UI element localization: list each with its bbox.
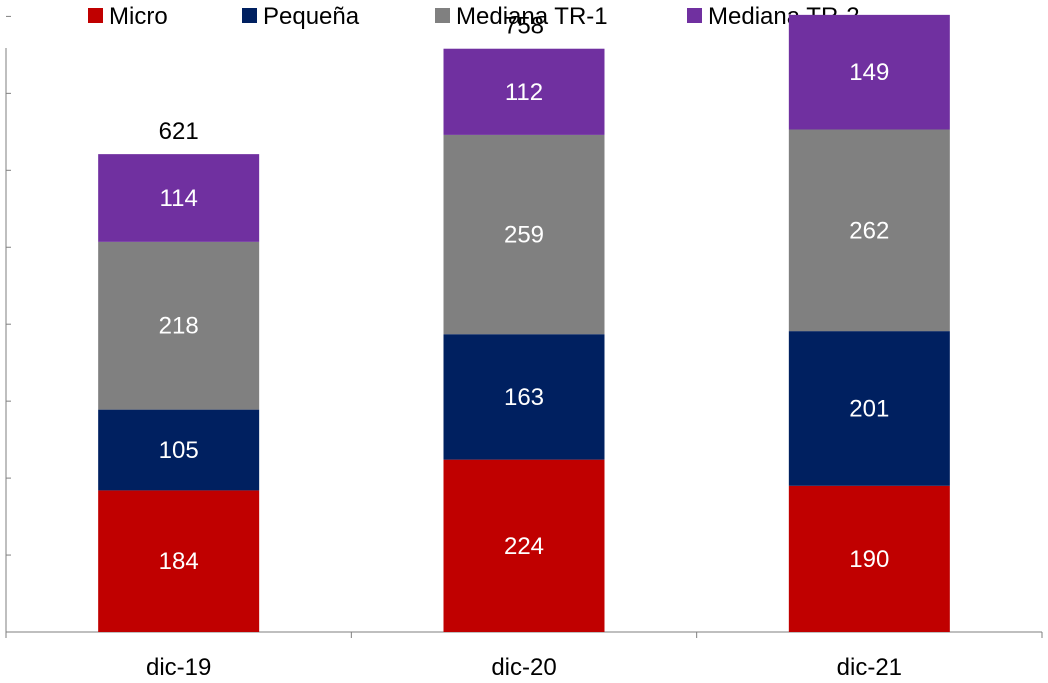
legend-item-pequena: Pequeña (242, 3, 360, 30)
bar-segment-micro-dic-20 (443, 459, 605, 632)
legend-item-mediana-tr-1: Mediana TR-1 (435, 3, 608, 30)
chart-bars (98, 14, 950, 632)
data-label-pequena-dic-21: 201 (849, 395, 889, 422)
x-tick-label-dic-19: dic-19 (146, 654, 211, 681)
legend-label-micro: Micro (109, 3, 168, 30)
bar-segment-mediana-tr-2-dic-21 (788, 14, 950, 130)
bar-segment-pequena-dic-20 (443, 334, 605, 460)
bar-segment-micro-dic-19 (98, 490, 260, 632)
bar-segment-micro-dic-21 (788, 485, 950, 632)
data-label-micro-dic-21: 190 (849, 546, 889, 573)
legend-swatch-pequena (242, 8, 257, 23)
legend-swatch-mediana-tr-1 (435, 8, 450, 23)
legend-label-mediana-tr-1: Mediana TR-1 (456, 3, 608, 30)
bar-segment-pequena-dic-19 (98, 409, 260, 491)
data-label-mediana-tr-2-dic-21: 149 (849, 59, 889, 86)
bar-segment-mediana-tr-2-dic-19 (98, 154, 260, 242)
bar-segment-pequena-dic-21 (788, 331, 950, 486)
data-label-mediana-tr-1-dic-21: 262 (849, 217, 889, 244)
data-label-pequena-dic-20: 163 (504, 384, 544, 411)
bar-segment-mediana-tr-1-dic-20 (443, 134, 605, 335)
x-tick-label-dic-20: dic-20 (491, 654, 556, 681)
bar-segment-mediana-tr-2-dic-20 (443, 48, 605, 135)
bar-segment-mediana-tr-1-dic-21 (788, 129, 950, 332)
chart-legend: Micro Pequeña Mediana TR-1 Mediana TR-2 (88, 3, 860, 30)
data-label-mediana-tr-2-dic-20: 112 (505, 79, 543, 106)
chart-labels: 184 105 218 114 621 dic-19 224 163 259 112 758 dic-… (146, 0, 902, 681)
legend-swatch-mediana-tr-2 (687, 8, 702, 23)
data-label-mediana-tr-2-dic-19: 114 (160, 185, 198, 212)
total-label-dic-19: 621 (159, 118, 199, 145)
data-label-pequena-dic-19: 105 (159, 437, 199, 464)
total-label-dic-20: 758 (504, 13, 544, 40)
data-label-micro-dic-20: 224 (504, 533, 544, 560)
data-label-micro-dic-19: 184 (159, 548, 199, 575)
legend-swatch-micro (88, 8, 103, 23)
bar-segment-mediana-tr-1-dic-19 (98, 241, 260, 410)
x-tick-label-dic-21: dic-21 (837, 654, 902, 681)
data-label-mediana-tr-1-dic-20: 259 (504, 222, 544, 249)
data-label-mediana-tr-1-dic-19: 218 (159, 313, 199, 340)
legend-item-micro: Micro (88, 3, 168, 30)
legend-label-pequena: Pequeña (263, 3, 360, 30)
total-label-dic-21: 802 (849, 0, 889, 6)
